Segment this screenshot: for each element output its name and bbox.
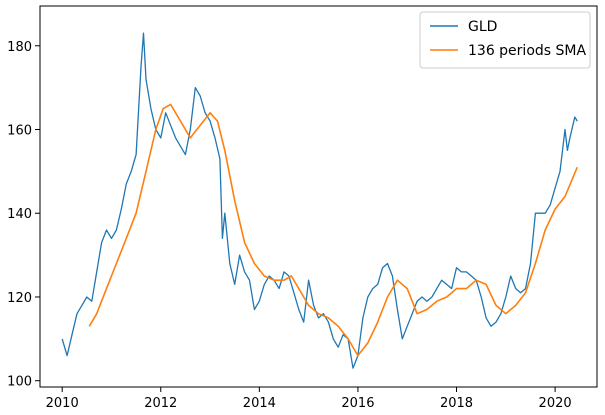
series-layer	[61, 32, 579, 369]
legend-label-sma: 136 periods SMA	[468, 43, 586, 59]
legend: GLD 136 periods SMA	[419, 11, 591, 69]
x-tick-label: 2018	[440, 396, 473, 411]
y-tick-label: 180	[7, 40, 32, 55]
legend-label-gld: GLD	[468, 19, 497, 35]
x-tick-label: 2020	[539, 396, 572, 411]
y-axis: 100 120 140 160 180	[7, 40, 40, 390]
x-tick-label: 2016	[341, 396, 374, 411]
y-tick-label: 160	[7, 124, 32, 139]
x-tick-label: 2012	[144, 396, 177, 411]
y-tick-label: 140	[7, 207, 32, 222]
x-tick-label: 2010	[46, 396, 79, 411]
y-tick-label: 120	[7, 291, 32, 306]
plot-frame	[39, 5, 598, 388]
legend-box	[419, 11, 591, 69]
y-tick-label: 100	[7, 375, 32, 390]
x-axis: 2010 2012 2014 2016 2018 2020	[46, 387, 572, 411]
x-tick-label: 2014	[243, 396, 276, 411]
series-line-sma	[88, 103, 579, 357]
plot-area: 2010 2012 2014 2016 2018 2020 100 120 140 160 180	[7, 5, 598, 411]
